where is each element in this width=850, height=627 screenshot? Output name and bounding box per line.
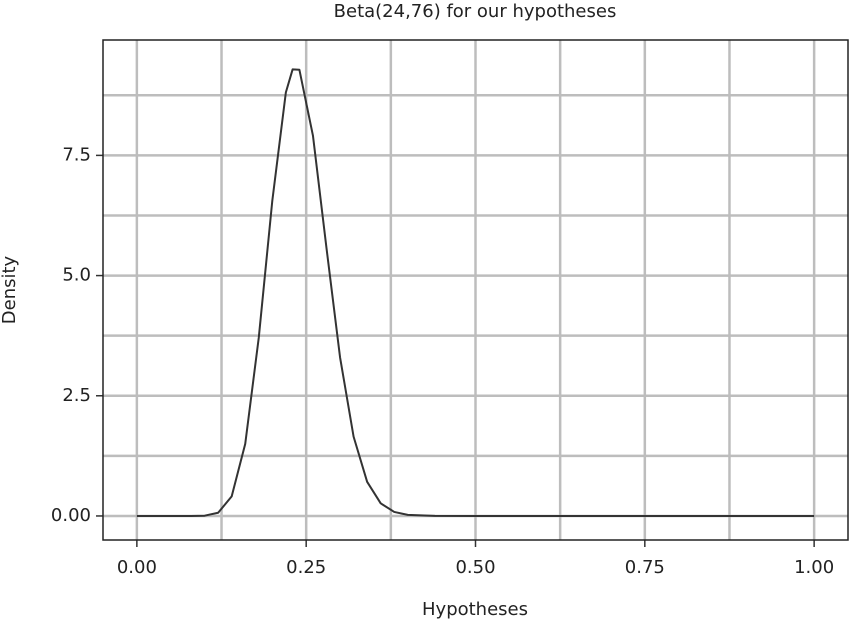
y-tick-label: 2.5	[62, 385, 91, 406]
y-tick-label: 0.00	[51, 505, 91, 526]
x-tick-label: 0.00	[117, 557, 157, 578]
chart-title: Beta(24,76) for our hypotheses	[334, 1, 617, 22]
x-axis-label: Hypotheses	[422, 599, 528, 620]
plot-border	[102, 39, 849, 541]
y-tick-label: 5.0	[62, 265, 91, 286]
density-line	[136, 68, 815, 517]
y-tick-label: 7.5	[62, 144, 91, 165]
x-tick-label: 0.25	[286, 557, 326, 578]
x-tick-label: 1.00	[794, 557, 834, 578]
y-axis-label: Density	[0, 255, 20, 324]
x-tick-label: 0.50	[455, 557, 495, 578]
x-tick-label: 0.75	[625, 557, 665, 578]
